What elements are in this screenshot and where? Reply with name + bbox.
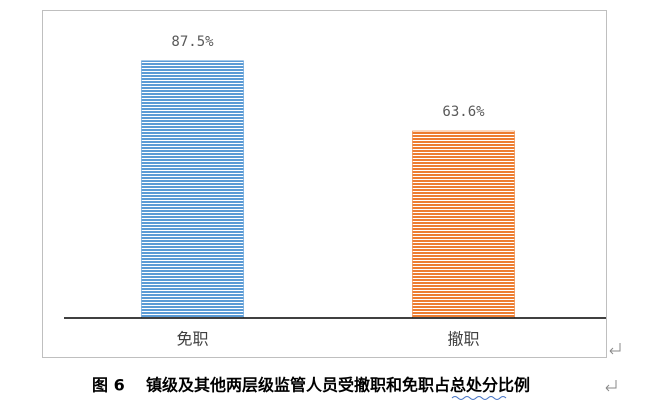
caption-label: 图 6 [92, 376, 125, 395]
x-tick-label: 免职 [176, 330, 208, 349]
paragraph-mark [605, 380, 617, 392]
bar [412, 130, 515, 319]
chart-frame [42, 10, 607, 358]
paragraph-mark [609, 343, 621, 355]
value-label: 63.6% [442, 104, 485, 120]
caption-text: 镇级及其他两层级监管人员受撤职和免职占总处分比例 [146, 376, 530, 395]
value-label: 87.5% [171, 34, 214, 50]
bar [141, 60, 244, 319]
spell-underline [451, 396, 507, 400]
x-tick-label: 撤职 [447, 330, 479, 349]
